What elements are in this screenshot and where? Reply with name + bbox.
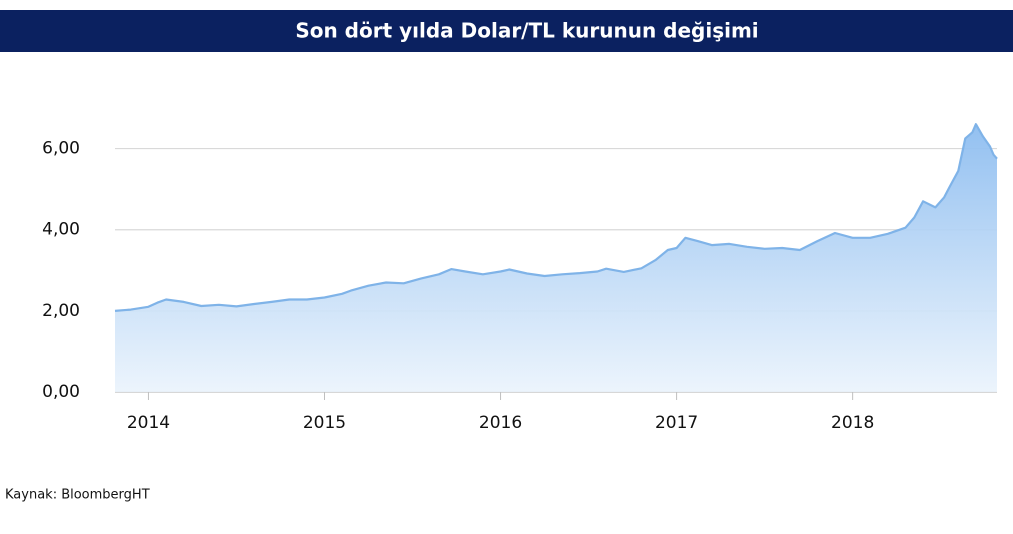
area-line xyxy=(114,123,998,312)
y-tick-label: 0,00 xyxy=(42,382,80,402)
area-fill xyxy=(115,124,997,392)
source-note: Kaynak: BloombergHT xyxy=(5,488,150,503)
y-tick-label: 4,00 xyxy=(42,220,80,240)
y-tick-label: 6,00 xyxy=(42,139,80,159)
y-tick-label: 2,00 xyxy=(42,301,80,321)
x-tick-label: 2018 xyxy=(831,413,874,433)
title-bar xyxy=(0,10,1013,52)
x-tick-label: 2015 xyxy=(303,413,346,433)
x-tick-label: 2014 xyxy=(127,413,170,433)
x-tick-label: 2016 xyxy=(479,413,522,433)
x-tick-label: 2017 xyxy=(655,413,698,433)
chart-title: Son dört yılda Dolar/TL kurunun değişimi xyxy=(295,19,758,43)
